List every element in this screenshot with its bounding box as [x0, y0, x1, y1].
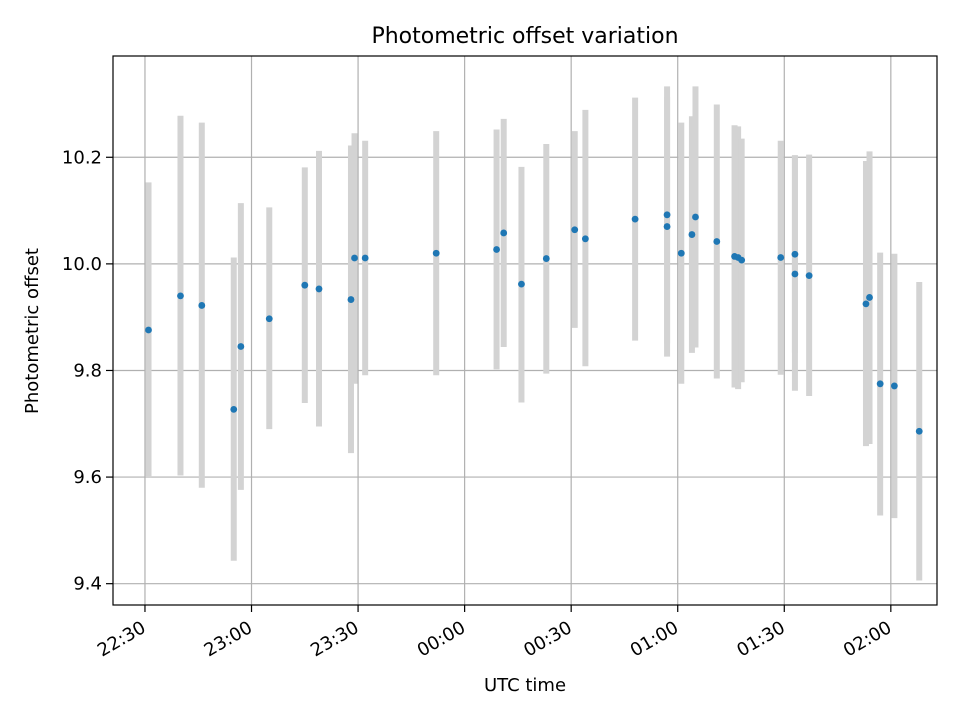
y-tick-label: 9.6 [73, 467, 102, 488]
plot-area [113, 56, 937, 605]
data-points [145, 211, 923, 435]
data-point [518, 280, 525, 288]
data-point [866, 294, 873, 301]
data-point [237, 343, 245, 350]
data-point [198, 302, 206, 309]
data-point [432, 249, 440, 257]
data-point [791, 250, 799, 258]
data-point [145, 326, 152, 334]
data-point [542, 255, 550, 262]
data-point [581, 235, 589, 243]
data-point [177, 292, 184, 300]
y-tick-label: 10.2 [62, 147, 102, 168]
data-point [677, 249, 685, 257]
y-tick-label: 10.0 [62, 254, 102, 275]
data-point [631, 215, 639, 223]
chart-title: Photometric offset variation [371, 24, 678, 49]
x-axis-label: UTC time [484, 675, 566, 696]
y-axis-label: Photometric offset [22, 248, 43, 414]
data-point [347, 296, 355, 303]
data-point [805, 272, 813, 279]
data-point [500, 229, 508, 237]
data-point [876, 380, 884, 388]
data-point [791, 270, 799, 278]
data-point [361, 254, 369, 262]
data-point [315, 285, 323, 293]
data-point [265, 315, 273, 323]
data-point [862, 300, 870, 308]
data-point [351, 254, 358, 262]
data-point [571, 226, 579, 234]
data-point [301, 281, 309, 289]
y-tick-label: 9.4 [73, 574, 102, 595]
data-point [663, 211, 671, 219]
data-point [663, 223, 671, 230]
y-axis-ticks: 9.4 9.6 9.8 10.0 10.2 [62, 147, 113, 595]
data-point [915, 427, 923, 435]
grid [113, 56, 937, 605]
data-point [692, 213, 699, 221]
data-point [713, 238, 721, 245]
data-point [890, 382, 898, 390]
plot-frame [112, 55, 938, 606]
data-point [493, 246, 500, 253]
data-point [688, 231, 696, 238]
y-tick-label: 9.8 [73, 360, 102, 381]
data-point [777, 254, 785, 261]
data-point [738, 256, 746, 264]
data-point [230, 405, 238, 413]
